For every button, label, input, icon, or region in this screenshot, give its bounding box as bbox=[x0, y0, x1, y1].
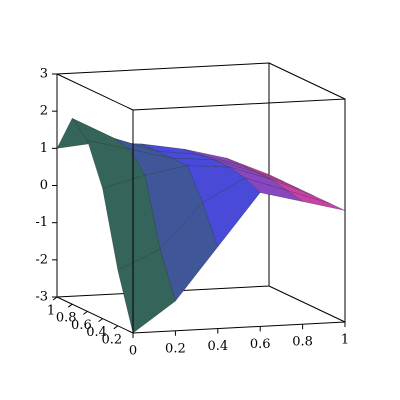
box-edge bbox=[268, 62, 346, 100]
y-tick bbox=[98, 318, 103, 323]
z-tick-label: 1 bbox=[40, 141, 48, 156]
x-tick-label: 1 bbox=[341, 333, 349, 348]
x-tick-label: 0.4 bbox=[207, 339, 228, 354]
surface-patch bbox=[287, 190, 346, 211]
y-tick bbox=[83, 310, 88, 315]
z-tick-label: 2 bbox=[40, 104, 48, 119]
y-tick-label: 0.4 bbox=[86, 325, 107, 340]
box-edge bbox=[132, 98, 346, 333]
y-tick-label: 0.2 bbox=[101, 332, 122, 347]
z-tick-label: -1 bbox=[35, 215, 48, 230]
y-tick bbox=[113, 325, 119, 330]
y-tick bbox=[52, 296, 58, 301]
z-tick-label: 3 bbox=[40, 67, 48, 82]
box-edge bbox=[56, 73, 134, 111]
y-tick-label: 0.8 bbox=[56, 311, 77, 326]
x-tick-label: 0.6 bbox=[250, 337, 271, 352]
y-tick-label: 1 bbox=[47, 304, 55, 319]
x-tick-label: 0 bbox=[129, 344, 137, 359]
z-tick-label: -3 bbox=[35, 290, 48, 305]
box-edge bbox=[132, 321, 346, 334]
y-tick-label: 0.6 bbox=[71, 318, 92, 333]
box-edge bbox=[56, 296, 134, 334]
x-tick-label: 0.2 bbox=[165, 341, 186, 356]
z-tick-label: 0 bbox=[40, 178, 48, 193]
z-tick-label: -2 bbox=[35, 252, 48, 267]
y-tick bbox=[67, 303, 73, 308]
box-edge bbox=[268, 285, 346, 323]
x-tick-label: 0.8 bbox=[292, 335, 313, 350]
